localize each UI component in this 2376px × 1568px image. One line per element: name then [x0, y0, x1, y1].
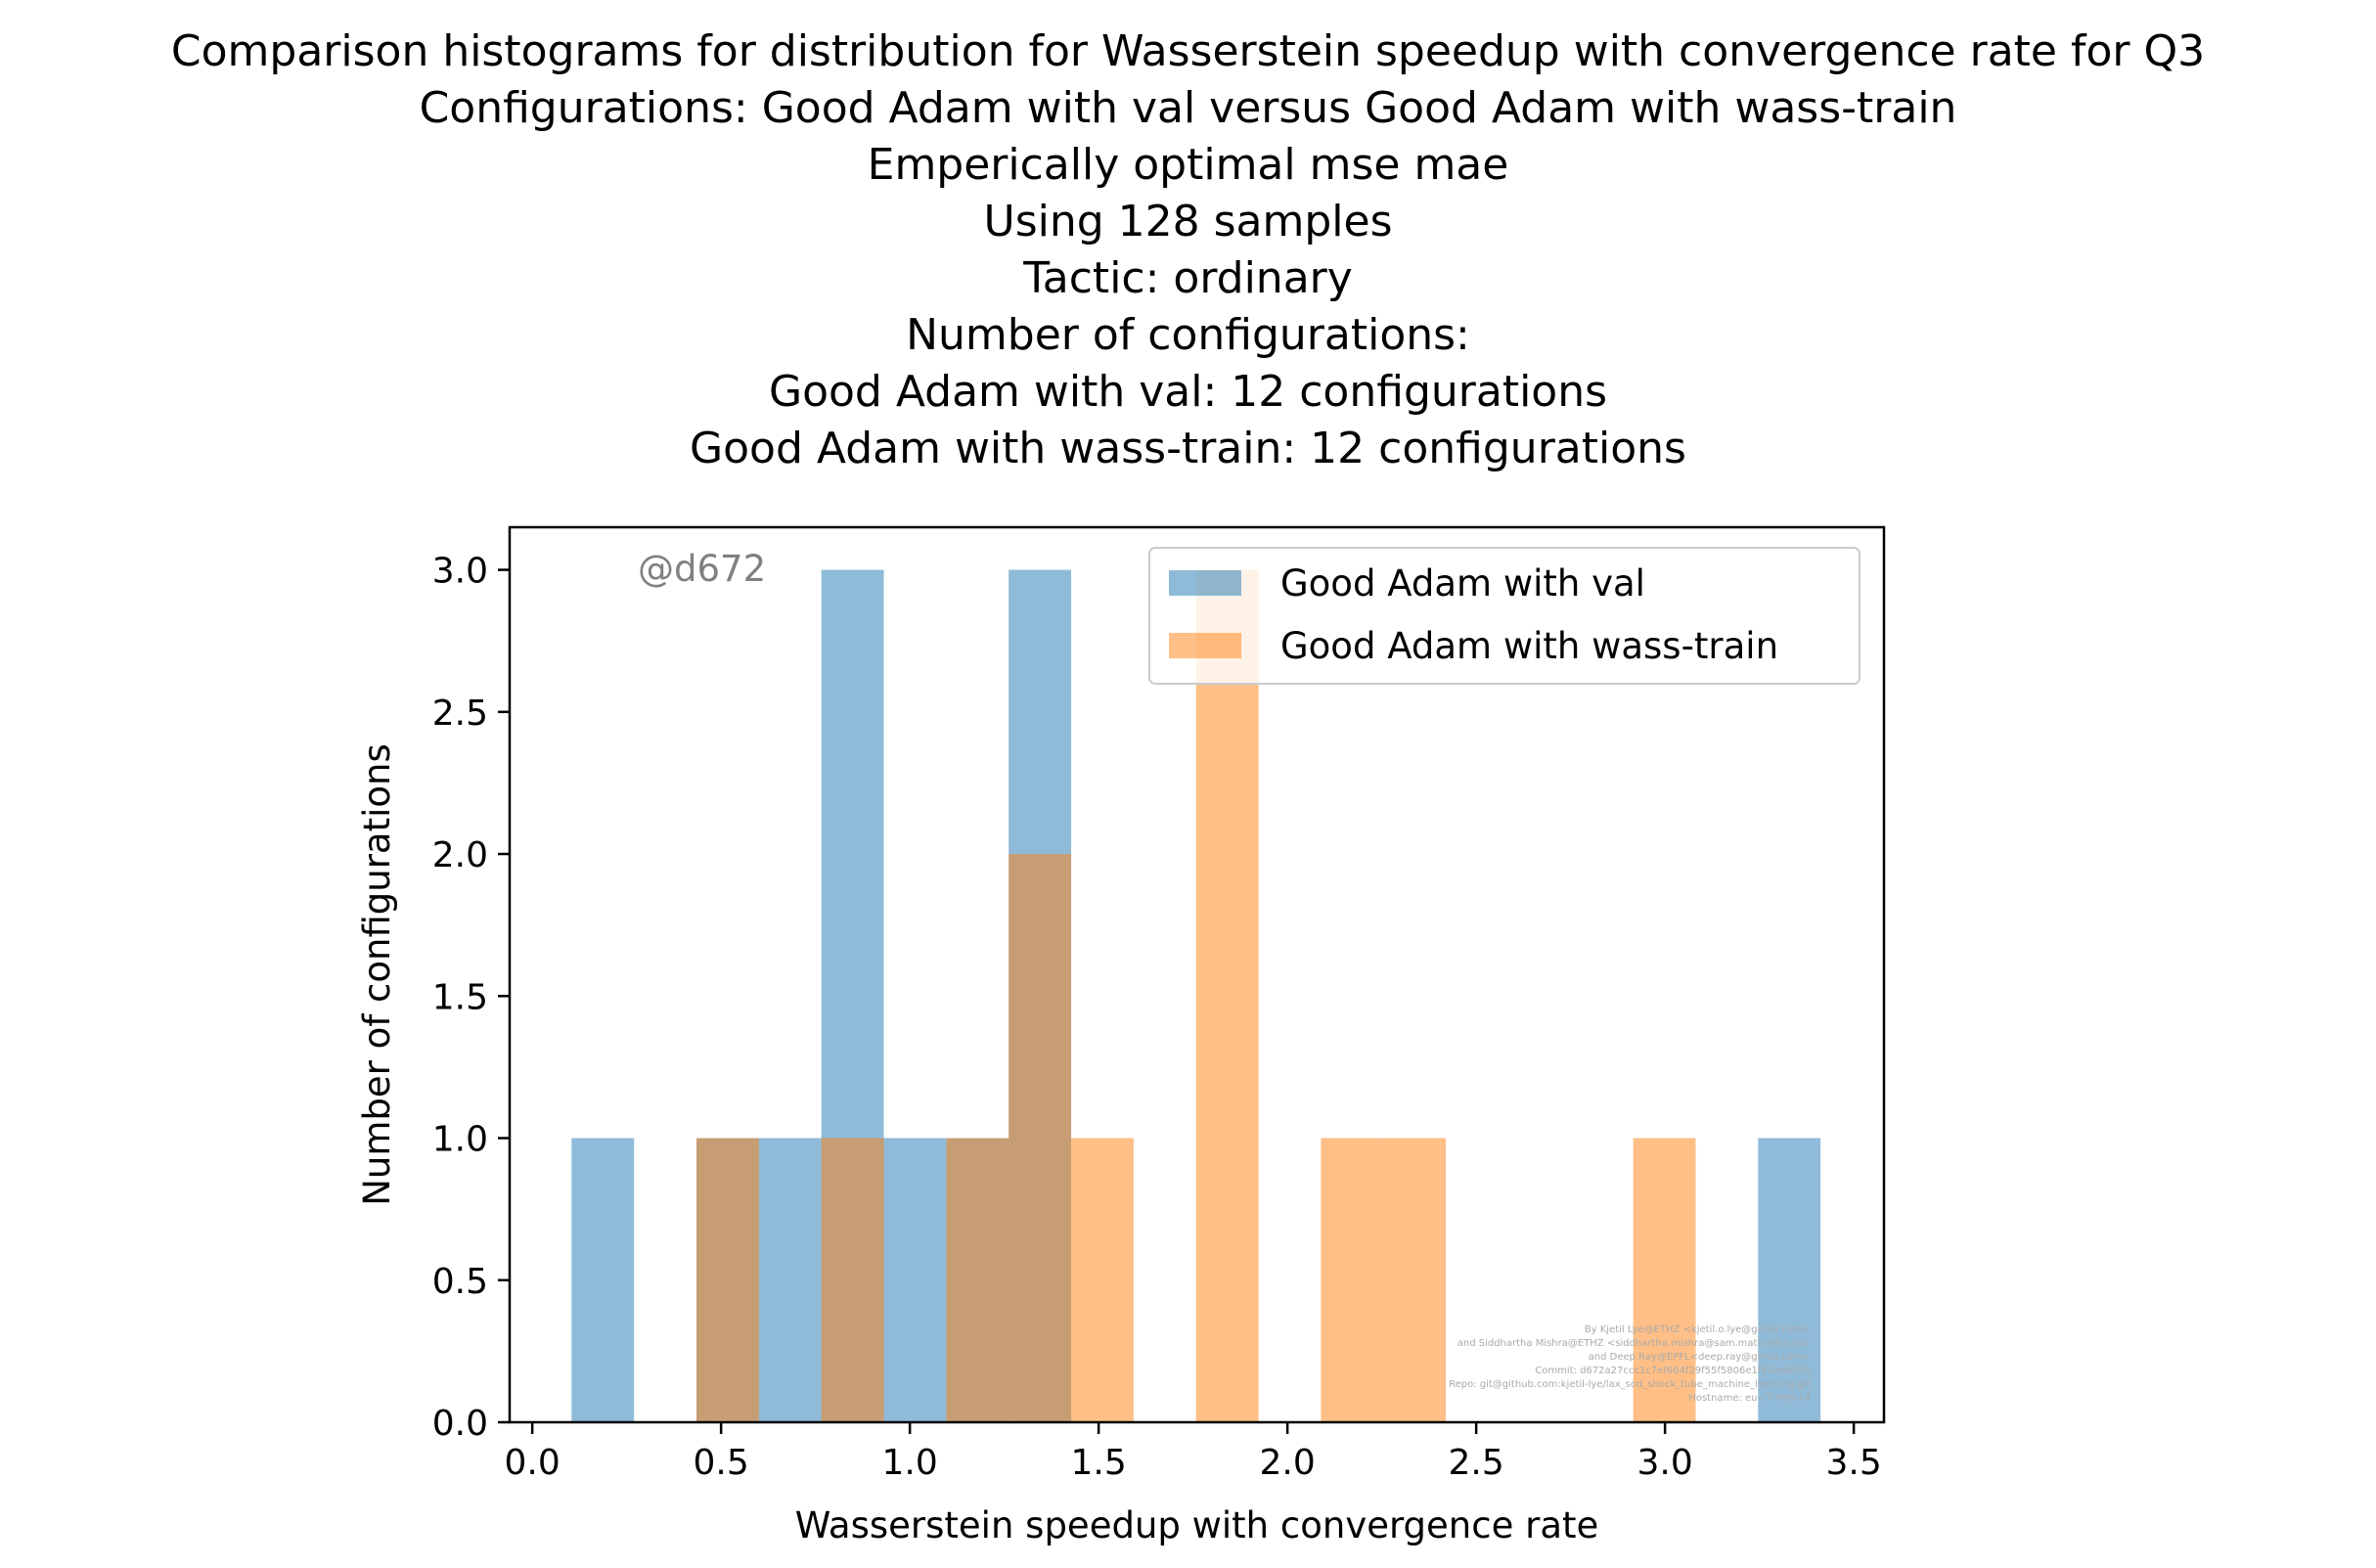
credit-line: Repo: git@github.com:kjetil-lye/lax_sod_…: [1449, 1379, 1811, 1390]
title-line: Good Adam with val: 12 configurations: [768, 367, 1608, 417]
plot-frame: [508, 525, 1886, 1424]
y-tick-label: 2.5: [432, 694, 488, 734]
x-tick-label: 2.0: [1260, 1443, 1316, 1483]
title-line: Comparison histograms for distribution f…: [170, 26, 2206, 76]
y-tick-label: 2.0: [432, 835, 488, 875]
histogram-bar: [695, 1138, 759, 1422]
legend-label: Good Adam with wass-train: [1280, 625, 1778, 667]
x-tick-label: 0.5: [694, 1443, 749, 1483]
title-line: Good Adam with wass-train: 12 configurat…: [690, 424, 1686, 473]
title-line: Configurations: Good Adam with val versu…: [419, 83, 1957, 133]
credit-line: By Kjetil Lye@ETHZ <kjetil.o.lye@gmail.c…: [1585, 1324, 1811, 1335]
histogram-bar: [758, 1138, 822, 1422]
credit-line: Commit: d672a27ccc1c7ef664f29f55f5806e1f…: [1535, 1366, 1811, 1376]
y-tick-label: 0.0: [432, 1404, 488, 1444]
legend-swatch: [1169, 570, 1241, 596]
title-line: Emperically optimal mse mae: [867, 140, 1509, 190]
y-tick-label: 0.5: [432, 1262, 488, 1302]
credit-block: By Kjetil Lye@ETHZ <kjetil.o.lye@gmail.c…: [1449, 1324, 1811, 1404]
commit-watermark: @d672: [638, 548, 766, 590]
histogram-bar: [1071, 1138, 1134, 1422]
title-line: Number of configurations:: [906, 310, 1470, 360]
x-tick-label: 1.0: [882, 1443, 938, 1483]
legend-box: [1148, 547, 1860, 685]
credit-line: and Deep Ray@EPFL<deep.ray@gmail.com>: [1589, 1352, 1811, 1363]
histogram-bar: [1383, 1138, 1447, 1422]
credit-line: Hostname: eu-c7-056-14: [1688, 1393, 1811, 1404]
credit-line: and Siddhartha Mishra@ETHZ <siddhartha.m…: [1457, 1338, 1811, 1349]
y-axis-label: Number of configurations: [356, 743, 398, 1206]
x-tick-label: 0.0: [505, 1443, 560, 1483]
legend-swatch: [1169, 633, 1241, 658]
title-line: Tactic: ordinary: [1023, 253, 1353, 303]
x-tick-label: 1.5: [1071, 1443, 1127, 1483]
histogram-bar: [821, 1138, 884, 1422]
histogram-bar: [1195, 569, 1259, 1422]
chart-title: Comparison histograms for distribution f…: [0, 23, 2376, 477]
histogram-bar: [1321, 1138, 1384, 1422]
histogram-bar: [946, 1138, 1009, 1422]
histogram-bar: [1758, 1138, 1821, 1422]
x-tick-label: 2.5: [1448, 1443, 1503, 1483]
y-tick-label: 1.0: [432, 1120, 488, 1160]
bars-layer: [571, 569, 1821, 1422]
histogram-bar: [1009, 854, 1072, 1422]
histogram-bar: [571, 1138, 635, 1422]
y-tick-label: 3.0: [432, 552, 488, 592]
legend: Good Adam with val Good Adam with wass-t…: [1148, 547, 1860, 685]
title-line: Using 128 samples: [983, 197, 1393, 246]
x-tick-label: 3.5: [1825, 1443, 1881, 1483]
x-tick-label: 3.0: [1636, 1443, 1692, 1483]
histogram-bar: [883, 1138, 947, 1422]
ticks-layer: 0.0 0.5 1.0 1.5 2.0 2.5 3.0 3.5 0.0 0.5 1.0 1.5 2.0 2…: [432, 552, 1882, 1483]
y-tick-label: 1.5: [432, 977, 488, 1017]
x-axis-label: Wasserstein speedup with convergence rat…: [795, 1504, 1599, 1546]
legend-label: Good Adam with val: [1280, 562, 1645, 605]
histogram-bar: [1633, 1138, 1696, 1422]
